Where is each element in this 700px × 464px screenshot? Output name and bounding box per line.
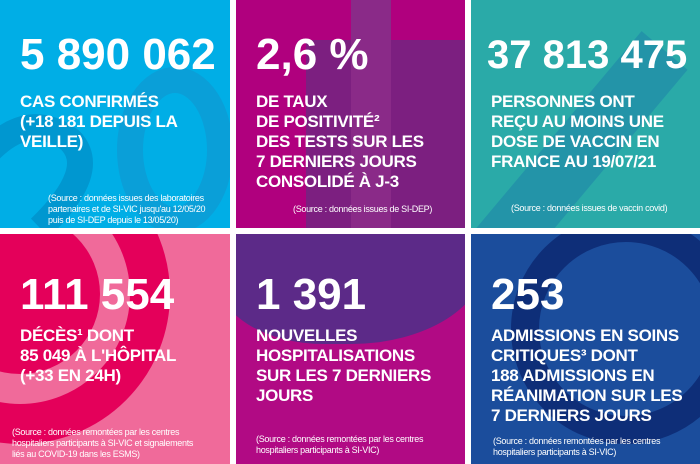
value: 37 813 475	[487, 33, 688, 77]
label: ADMISSIONS EN SOINS CRITIQUES³ DONT 188 …	[491, 326, 683, 425]
value: 1 391	[256, 270, 367, 319]
panel-deaths: 111 554 DÉCÈS¹ DONT 85 049 À L'HÔPITAL (…	[0, 234, 230, 464]
source-note: (Source : données remontées par les cent…	[256, 434, 424, 455]
decorative-shape	[351, 0, 391, 228]
value: 5 890 062	[20, 30, 216, 79]
source-note: (Source : données remontées par les cent…	[12, 427, 194, 459]
label: CAS CONFIRMÉS (+18 181 DEPUIS LA VEILLE)	[20, 92, 178, 151]
decorative-number-shape	[0, 67, 230, 228]
value: 2,6 %	[256, 30, 369, 79]
value: 111 554	[20, 270, 175, 319]
label: PERSONNES ONT REÇU AU MOINS UNE DOSE DE …	[491, 92, 664, 171]
source-note: (Source : données issues de vaccin covid…	[511, 203, 668, 213]
value: 253	[491, 270, 565, 319]
source-note: (Source : données issues de SI-DEP)	[293, 204, 433, 214]
source-note: (Source : données issues des laboratoire…	[48, 193, 206, 225]
panel-positivity-rate: 2,6 % DE TAUX DE POSITIVITÉ² DES TESTS S…	[236, 0, 465, 228]
panel-vaccinations: 37 813 475 PERSONNES ONT REÇU AU MOINS U…	[471, 0, 700, 228]
source-note: (Source : données remontées par les cent…	[493, 436, 661, 457]
label: DÉCÈS¹ DONT 85 049 À L'HÔPITAL (+33 EN 2…	[20, 326, 177, 385]
panel-hospitalisations: 1 391 NOUVELLES HOSPITALISATIONS SUR LES…	[236, 234, 465, 464]
label: DE TAUX DE POSITIVITÉ² DES TESTS SUR LES…	[256, 92, 424, 191]
panel-confirmed-cases: 5 890 062 CAS CONFIRMÉS (+18 181 DEPUIS …	[0, 0, 230, 228]
decorative-shape	[236, 234, 465, 344]
label: NOUVELLES HOSPITALISATIONS SUR LES 7 DER…	[256, 326, 432, 405]
panel-critical-care: 253 ADMISSIONS EN SOINS CRITIQUES³ DONT …	[471, 234, 700, 464]
